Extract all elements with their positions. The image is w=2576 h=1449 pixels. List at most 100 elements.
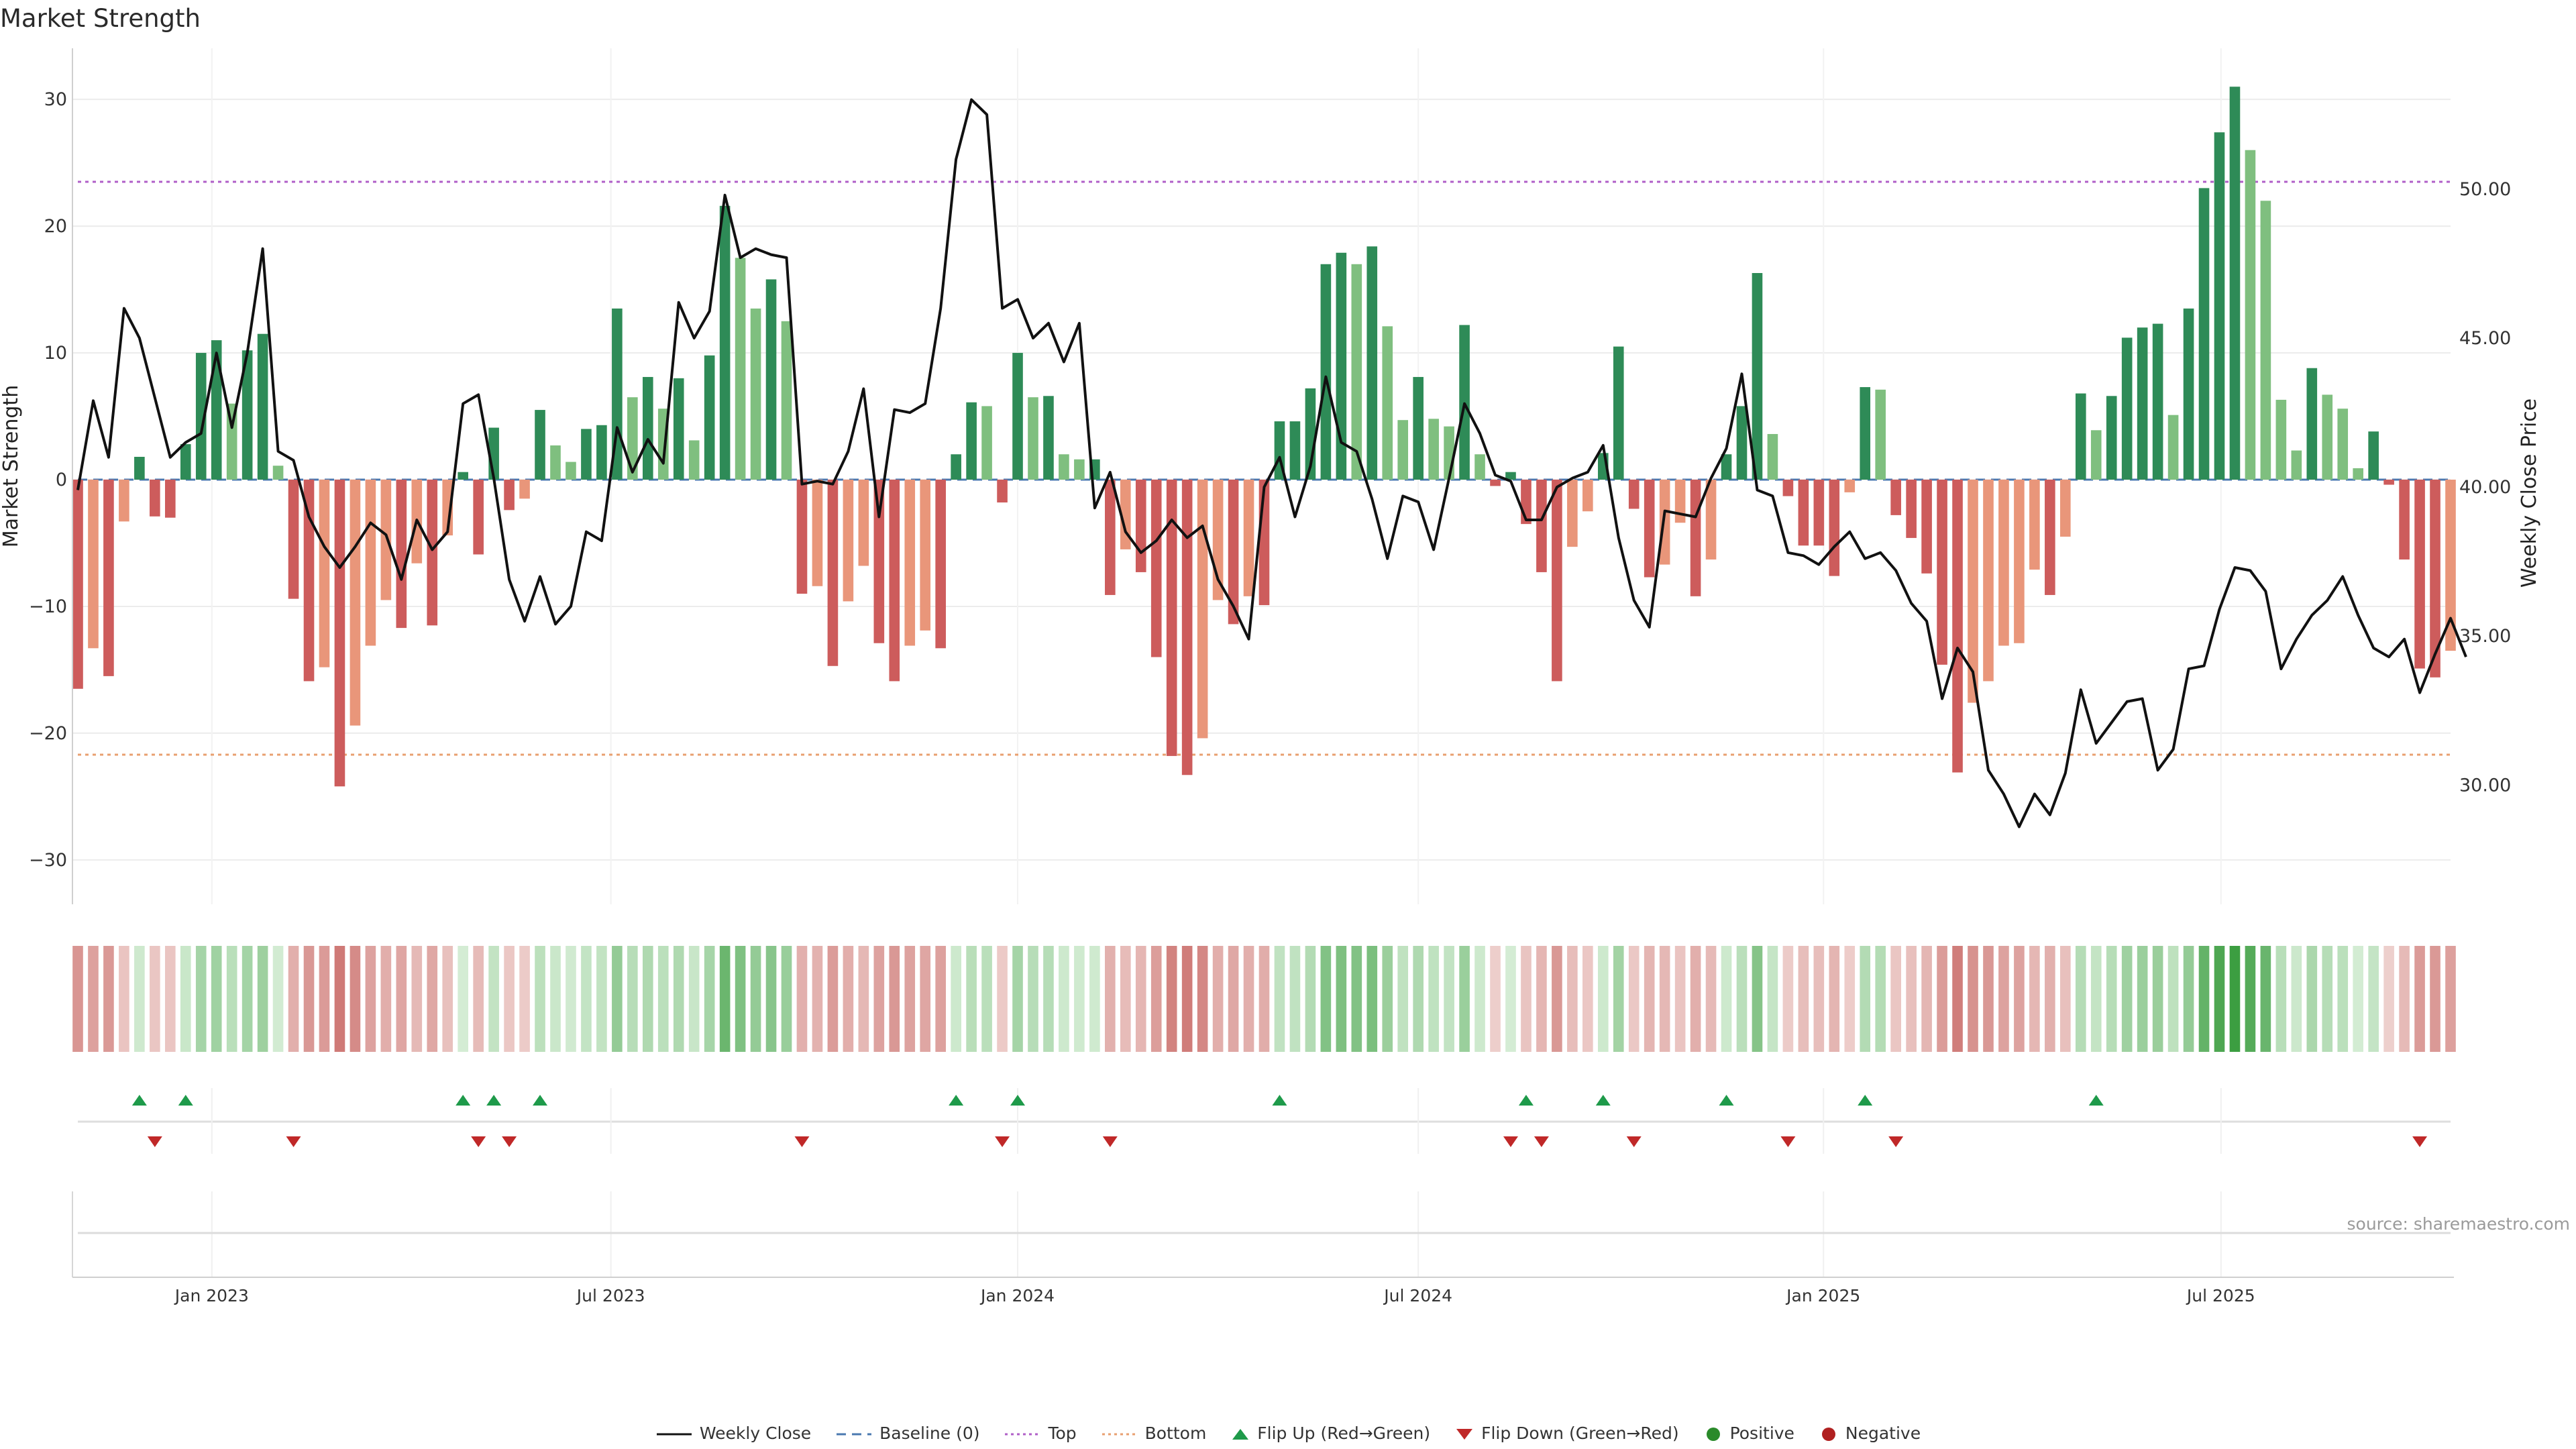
strength-bar bbox=[673, 378, 684, 480]
y2-tick-label: 35.00 bbox=[2459, 626, 2511, 647]
strength-bar bbox=[1289, 421, 1301, 480]
strength-bar bbox=[1952, 480, 1963, 773]
triangle-down-icon bbox=[1456, 1428, 1473, 1440]
heat-cell bbox=[1105, 946, 1116, 1052]
heat-cell bbox=[1366, 946, 1378, 1052]
strength-bar bbox=[1968, 480, 1978, 703]
legend-label: Negative bbox=[1845, 1423, 1921, 1443]
strength-bar bbox=[2368, 431, 2379, 480]
legend-label: Positive bbox=[1729, 1423, 1794, 1443]
legend-item-top[interactable]: Top bbox=[1004, 1423, 1077, 1443]
strength-bar bbox=[241, 350, 253, 480]
heat-cell bbox=[1674, 946, 1686, 1052]
strength-bar bbox=[195, 353, 207, 480]
heat-cell bbox=[1120, 946, 1131, 1052]
strength-bar bbox=[1782, 480, 1794, 496]
strength-bar bbox=[1120, 480, 1131, 549]
heat-cell bbox=[1829, 946, 1840, 1052]
heat-cell bbox=[1767, 946, 1778, 1052]
source-credit: source: sharemaestro.com bbox=[2347, 1214, 2571, 1234]
strength-bar bbox=[581, 429, 592, 480]
heat-cell bbox=[1258, 946, 1270, 1052]
strength-bar bbox=[2152, 323, 2163, 480]
heat-cell bbox=[904, 946, 916, 1052]
legend-item-flip-up[interactable]: Flip Up (Red→Green) bbox=[1230, 1424, 1430, 1443]
heat-cell bbox=[1490, 946, 1501, 1052]
heat-cell bbox=[1690, 946, 1701, 1052]
legend-label: Top bbox=[1048, 1423, 1077, 1443]
flip-up-marker bbox=[1518, 1095, 1534, 1106]
strength-bar bbox=[2014, 480, 2025, 643]
flip-down-marker bbox=[502, 1136, 517, 1147]
strength-bar bbox=[72, 480, 83, 689]
axes: 30 20 10 0 −10 −20 −30 50.00 45.00 40.00 35.00 30.0… bbox=[0, 48, 2541, 904]
strength-bar bbox=[2260, 201, 2271, 480]
heat-cell bbox=[1521, 946, 1532, 1052]
strength-bar bbox=[2445, 480, 2456, 651]
strength-bar bbox=[1552, 480, 1562, 682]
heat-cell bbox=[535, 946, 545, 1052]
heat-cell bbox=[1474, 946, 1485, 1052]
flip-down-marker bbox=[147, 1136, 162, 1147]
flip-up-marker bbox=[1010, 1095, 1026, 1106]
heat-cell bbox=[1998, 946, 2009, 1052]
strength-bar bbox=[2106, 396, 2117, 480]
legend-item-flip-down[interactable]: Flip Down (Green→Red) bbox=[1454, 1424, 1679, 1443]
strength-bar bbox=[873, 480, 885, 643]
strength-bar bbox=[1366, 246, 1378, 480]
legend-item-negative[interactable]: Negative bbox=[1819, 1424, 1921, 1443]
heat-cell bbox=[1413, 946, 1424, 1052]
heat-cell bbox=[1552, 946, 1562, 1052]
heat-cell bbox=[288, 946, 299, 1052]
heat-cell bbox=[612, 946, 623, 1052]
strength-bar bbox=[1921, 480, 1932, 574]
heat-cell bbox=[2029, 946, 2040, 1052]
solid-line-icon bbox=[656, 1433, 692, 1435]
strength-bar bbox=[2399, 480, 2410, 560]
legend-label: Flip Up (Red→Green) bbox=[1257, 1423, 1431, 1443]
flip-up-marker bbox=[1272, 1095, 1287, 1106]
heat-cell bbox=[1228, 946, 1239, 1052]
heat-cell bbox=[1597, 946, 1609, 1052]
strength-bar bbox=[2137, 327, 2148, 480]
strength-bar bbox=[2029, 480, 2040, 570]
flip-up-marker bbox=[178, 1095, 193, 1106]
heat-cell bbox=[750, 946, 761, 1052]
legend-item-baseline[interactable]: Baseline (0) bbox=[835, 1424, 980, 1443]
strength-bar bbox=[519, 480, 530, 499]
legend-item-bottom[interactable]: Bottom bbox=[1101, 1424, 1206, 1443]
heat-cell bbox=[920, 946, 931, 1052]
strength-bar bbox=[688, 440, 700, 480]
y-tick-label: 20 bbox=[44, 216, 67, 237]
heat-cell bbox=[1135, 946, 1146, 1052]
strength-bar bbox=[1798, 480, 1809, 546]
heat-cell bbox=[1613, 946, 1624, 1052]
heat-cell bbox=[657, 946, 669, 1052]
heat-cell bbox=[2121, 946, 2133, 1052]
heat-cell bbox=[272, 946, 284, 1052]
heat-cell bbox=[1813, 946, 1825, 1052]
heat-cell bbox=[981, 946, 992, 1052]
heat-cell bbox=[2306, 946, 2318, 1052]
strength-bar bbox=[1628, 480, 1640, 509]
heat-cell bbox=[1012, 946, 1023, 1052]
strength-bar bbox=[1028, 397, 1038, 480]
heat-cell bbox=[1166, 946, 1177, 1052]
strength-bar bbox=[1505, 472, 1516, 480]
y2-tick-label: 45.00 bbox=[2459, 328, 2511, 349]
legend-item-positive[interactable]: Positive bbox=[1703, 1424, 1794, 1443]
strength-bar bbox=[2322, 394, 2333, 480]
strength-bar bbox=[1490, 480, 1501, 486]
strength-bar bbox=[473, 480, 484, 555]
strength-bar bbox=[2306, 368, 2318, 480]
flip-up-marker bbox=[1858, 1095, 1873, 1106]
heat-cell bbox=[1628, 946, 1640, 1052]
y2-axis-label: Weekly Close Price bbox=[2518, 398, 2541, 588]
heat-cell bbox=[2399, 946, 2410, 1052]
legend-label: Weekly Close bbox=[699, 1423, 812, 1443]
legend-item-weekly-close[interactable]: Weekly Close bbox=[655, 1424, 811, 1443]
x-tick-label: Jan 2025 bbox=[1785, 1286, 1860, 1305]
strength-bar bbox=[211, 340, 222, 480]
strength-bar bbox=[1736, 406, 1748, 480]
heat-cell bbox=[951, 946, 961, 1052]
